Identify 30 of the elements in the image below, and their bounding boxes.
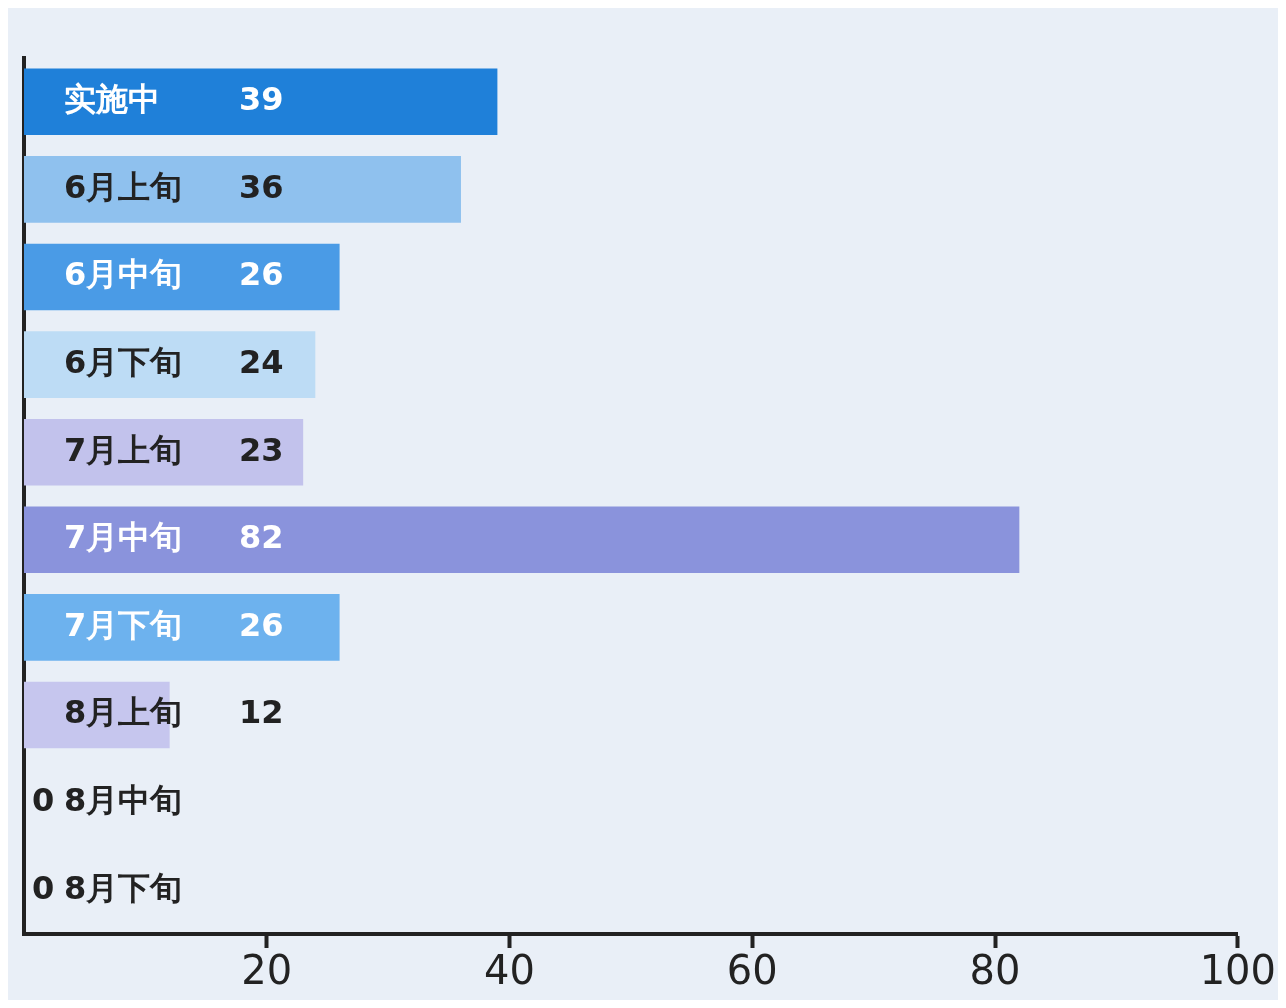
data-label: 24 bbox=[239, 342, 284, 381]
y-tick-label: 8月下旬 bbox=[64, 868, 183, 907]
data-label: 39 bbox=[239, 80, 284, 119]
x-tick-label: 20 bbox=[241, 947, 293, 994]
data-label: 26 bbox=[239, 605, 284, 644]
x-tick-label: 80 bbox=[969, 947, 1021, 994]
data-label: 12 bbox=[239, 693, 284, 732]
data-label: 82 bbox=[239, 518, 284, 557]
y-tick-label: 6月下旬 bbox=[64, 342, 183, 381]
data-label: 0 bbox=[32, 780, 55, 819]
data-label: 26 bbox=[239, 255, 284, 294]
bar bbox=[24, 506, 1020, 574]
data-label: 36 bbox=[239, 167, 284, 206]
x-tick-label: 100 bbox=[1199, 947, 1277, 994]
x-tick-label: 40 bbox=[484, 947, 535, 994]
bar bbox=[24, 156, 461, 223]
y-tick-label: 实施中 bbox=[64, 80, 160, 119]
bar bbox=[24, 331, 316, 398]
bar bbox=[24, 594, 340, 661]
y-tick-label: 7月中旬 bbox=[64, 518, 183, 557]
data-label: 23 bbox=[239, 430, 284, 469]
y-tick-label: 8月上旬 bbox=[64, 693, 183, 732]
y-tick-label: 7月上旬 bbox=[64, 430, 183, 469]
data-label: 0 bbox=[32, 868, 55, 907]
y-tick-label: 8月中旬 bbox=[64, 780, 183, 819]
y-tick-label: 7月下旬 bbox=[64, 605, 183, 644]
y-tick-label: 6月中旬 bbox=[64, 255, 183, 294]
bar bbox=[24, 68, 498, 136]
y-tick-label: 6月上旬 bbox=[64, 167, 183, 206]
x-tick-label: 60 bbox=[726, 947, 778, 994]
